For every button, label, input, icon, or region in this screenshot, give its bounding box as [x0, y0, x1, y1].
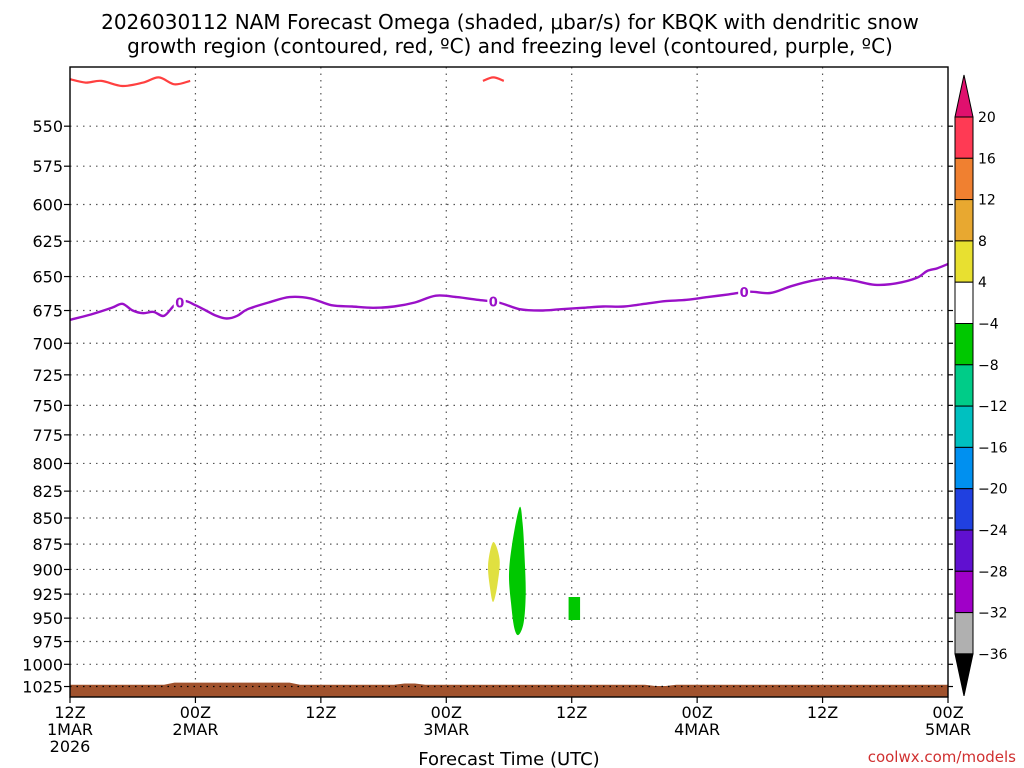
omega-area-1 [488, 541, 500, 602]
omega-area-2 [508, 506, 526, 636]
freezing-label-bg-3 [738, 284, 751, 299]
colorbar-label-2: 16 [978, 151, 996, 167]
y-tick-label-725: 725 [32, 366, 63, 385]
y-tick-label-575: 575 [32, 157, 63, 176]
y-tick-label-550: 550 [32, 117, 63, 136]
colorbar-label-7: −8 [978, 358, 999, 374]
x-tick-label-h0-2: 1MAR [47, 720, 93, 739]
x-tick-label-h84-1: 00Z [932, 703, 963, 722]
freezing-label-bg-2 [487, 293, 500, 308]
y-tick-label-900: 900 [32, 560, 63, 579]
omega-area-3 [568, 597, 581, 621]
colorbar-swatch-6 [954, 323, 974, 366]
x-axis-title: Forecast Time (UTC) [418, 749, 599, 768]
freezing-level-contour: 0 0 0 [69, 262, 949, 321]
y-tick-label-700: 700 [32, 334, 63, 353]
dendritic-contour-1 [70, 76, 191, 88]
colorbar-label-6: −4 [978, 317, 999, 333]
x-tick-label-h84-2: 5MAR [925, 720, 971, 739]
x-tick-label-h72-1: 12Z [807, 703, 838, 722]
x-tick-label-h0-1: 12Z [54, 703, 85, 722]
x-tick-label-h60-2: 4MAR [674, 720, 720, 739]
freezing-label-bg-1 [173, 295, 186, 310]
y-tick-label-800: 800 [32, 454, 63, 473]
plot-frame [69, 66, 949, 698]
x-tick-label-h24-1: 12Z [305, 703, 336, 722]
colorbar-label-5: 4 [978, 275, 987, 291]
y-tick-label-625: 625 [32, 232, 63, 251]
colorbar-label-3: 12 [978, 193, 996, 209]
ground-fill [70, 682, 948, 697]
ground-layer [70, 682, 948, 697]
colorbar-label-1: 20 [978, 110, 996, 126]
colorbar: 20 16 12 8 4 −4 −8 −12 −16 −20 −24 −28 −32 −36 [954, 74, 1008, 697]
colorbar-label-4: 8 [978, 234, 987, 250]
colorbar-bottom-arrow [954, 653, 974, 697]
colorbar-swatch-13 [954, 612, 974, 655]
plot-area [70, 67, 948, 697]
credit-label: coolwx.com/models [868, 748, 1016, 766]
y-tick-label-850: 850 [32, 509, 63, 528]
colorbar-swatch-5 [954, 281, 974, 325]
y-tick-label-650: 650 [32, 268, 63, 287]
colorbar-swatch-1 [954, 116, 974, 159]
x-tick-label-h48-1: 12Z [556, 703, 587, 722]
dendritic-snow-growth-contours [70, 76, 505, 88]
title-line-2: growth region (contoured, red, ºC) and f… [127, 34, 893, 58]
y-tick-label-875: 875 [32, 535, 63, 554]
colorbar-swatch-12 [954, 570, 974, 614]
y-tick-label-975: 975 [32, 633, 63, 652]
colorbar-swatch-3 [954, 199, 974, 242]
plot-background [70, 67, 948, 697]
y-tick-label-1025: 1025 [22, 678, 63, 697]
y-tick-label-925: 925 [32, 585, 63, 604]
colorbar-swatch-9 [954, 446, 974, 490]
x-tick-label-h12-2: 2MAR [172, 720, 218, 739]
colorbar-label-13: −32 [978, 606, 1008, 622]
y-tick-label-950: 950 [32, 609, 63, 628]
x-tick-label-h0-3: 2026 [50, 737, 91, 756]
omega-shading [488, 506, 581, 636]
y-tick-label-675: 675 [32, 302, 63, 321]
chart-title: 2026030112 NAM Forecast Omega (shaded, μ… [101, 10, 919, 58]
colorbar-label-10: −20 [978, 482, 1008, 498]
colorbar-swatch-2 [954, 157, 974, 201]
colorbar-swatch-8 [954, 405, 974, 448]
colorbar-swatch-4 [954, 240, 974, 283]
y-tick-label-1000: 1000 [22, 655, 63, 674]
colorbar-label-11: −24 [978, 523, 1008, 539]
y-tick-label-750: 750 [32, 396, 63, 415]
title-line-1: 2026030112 NAM Forecast Omega (shaded, μ… [101, 10, 919, 34]
x-tick-label-h36-1: 00Z [431, 703, 462, 722]
freezing-level-label-1: 0 [175, 297, 184, 312]
dendritic-contour-2 [482, 76, 505, 82]
colorbar-swatch-10 [954, 488, 974, 531]
y-tick-label-600: 600 [32, 196, 63, 215]
colorbar-top-arrow [954, 74, 974, 118]
plot-border [69, 66, 949, 698]
colorbar-label-12: −28 [978, 564, 1008, 580]
colorbar-label-9: −16 [978, 440, 1008, 456]
colorbar-label-14: −36 [978, 647, 1008, 663]
grid-lines [70, 67, 948, 697]
colorbar-swatch-11 [954, 529, 974, 572]
colorbar-label-8: −12 [978, 399, 1008, 415]
x-tick-label-h12-1: 00Z [180, 703, 211, 722]
x-tick-label-h36-2: 3MAR [423, 720, 469, 739]
y-tick-label-825: 825 [32, 482, 63, 501]
freezing-level-label-2: 0 [489, 295, 498, 310]
y-axis-ticks: 550 575 600 625 650 675 700 725 750 775 800 825 850 8… [22, 117, 953, 697]
x-tick-label-h60-1: 00Z [681, 703, 712, 722]
freezing-level-label-3: 0 [740, 286, 749, 301]
colorbar-swatch-7 [954, 364, 974, 407]
y-tick-label-775: 775 [32, 426, 63, 445]
